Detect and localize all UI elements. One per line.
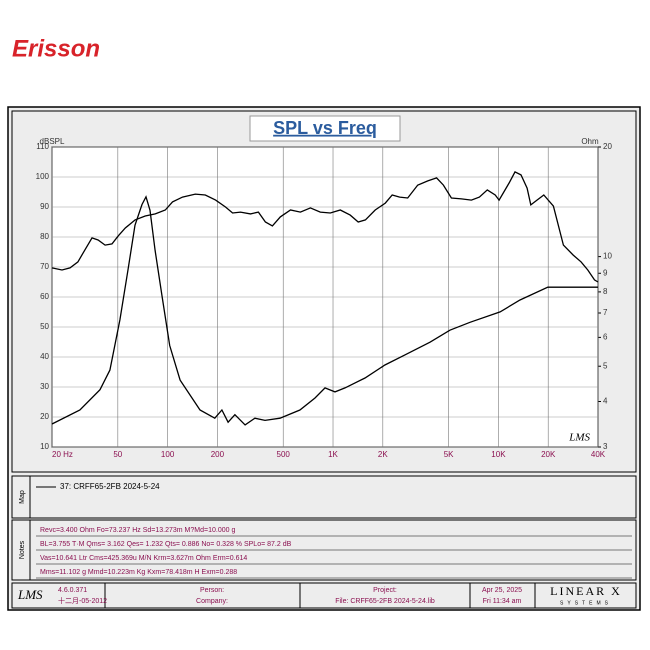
brand-logo: Erisson	[12, 35, 100, 62]
y-tick-label: 30	[40, 382, 49, 391]
x-tick-label: 500	[277, 450, 291, 459]
time: Fri 11:34 am	[483, 598, 522, 605]
y-tick-label: 10	[40, 442, 49, 451]
company: Company:	[196, 598, 228, 605]
x-tick-label: 100	[161, 450, 175, 459]
build-date: 十二月-05-2012	[58, 596, 107, 605]
note-line: Revc=3.400 Ohm Fo=73.237 Hz Sd=13.273m M…	[40, 527, 235, 534]
y2-tick-label: 9	[603, 268, 608, 277]
map-label: Map	[19, 490, 26, 504]
x-tick-label: 1K	[328, 450, 338, 459]
y-axis-label: dBSPL	[40, 137, 65, 146]
vendor-sub: SYSTEMS	[560, 600, 612, 606]
watermark: LMS	[568, 432, 590, 444]
file: File: CRFF65-2FB 2024-5-24.lib	[335, 598, 435, 605]
series-line	[51, 171, 599, 283]
y-tick-label: 90	[40, 202, 49, 211]
x-tick-label: 20 Hz	[52, 450, 73, 459]
person: Person:	[200, 587, 224, 594]
y-tick-label: 60	[40, 292, 49, 301]
date: Apr 25, 2025	[482, 587, 522, 594]
vendor: LINEAR X	[550, 584, 622, 598]
note-line: Mms=11.102 g Mmd=10.223m Kg Kxm=78.418m …	[40, 569, 237, 576]
legend-entry: 37: CRFF65-2FB 2024-5-24	[60, 482, 160, 491]
x-tick-label: 200	[211, 450, 225, 459]
x-tick-label: 5K	[444, 450, 454, 459]
series-line	[51, 195, 598, 426]
y2-tick-label: 10	[603, 252, 612, 261]
y-tick-label: 50	[40, 322, 49, 331]
y-tick-label: 20	[40, 412, 49, 421]
y2-tick-label: 3	[603, 442, 608, 451]
version: 4.6.0.371	[58, 587, 87, 594]
y2-tick-label: 20	[603, 142, 612, 151]
y-tick-label: 80	[40, 232, 49, 241]
x-tick-label: 50	[113, 450, 122, 459]
y2-tick-label: 6	[603, 332, 608, 341]
y2-tick-label: 7	[603, 308, 608, 317]
map-tab	[11, 475, 31, 519]
project: Project:	[373, 587, 397, 594]
x-tick-label: 20K	[541, 450, 556, 459]
y-tick-label: 40	[40, 352, 49, 361]
note-line: BL=3.755 T·M Qms= 3.162 Qes= 1.232 Qts= …	[40, 541, 292, 548]
chart-panel	[11, 110, 637, 473]
y2-tick-label: 8	[603, 287, 608, 296]
y2-tick-label: 4	[603, 397, 608, 406]
footer	[11, 582, 637, 609]
y2-tick-label: 5	[603, 361, 608, 370]
y2-axis-label: Ohm	[581, 137, 599, 146]
chart-title: SPL vs Freq	[273, 118, 377, 138]
y-tick-label: 70	[40, 262, 49, 271]
y-tick-label: 100	[36, 172, 50, 181]
note-line: Vas=10.641 Ltr Cms=425.369u M/N Krm=3.62…	[40, 555, 247, 562]
footer-logo: LMS	[17, 587, 43, 602]
x-tick-label: 10K	[491, 450, 506, 459]
x-tick-label: 2K	[378, 450, 388, 459]
x-tick-label: 40K	[591, 450, 606, 459]
y-tick-label: 110	[36, 142, 49, 151]
notes-lines: Revc=3.400 Ohm Fo=73.237 Hz Sd=13.273m M…	[36, 527, 632, 579]
title-box	[249, 115, 401, 142]
notes-label: Notes	[19, 540, 26, 559]
notes-tab	[11, 519, 31, 581]
